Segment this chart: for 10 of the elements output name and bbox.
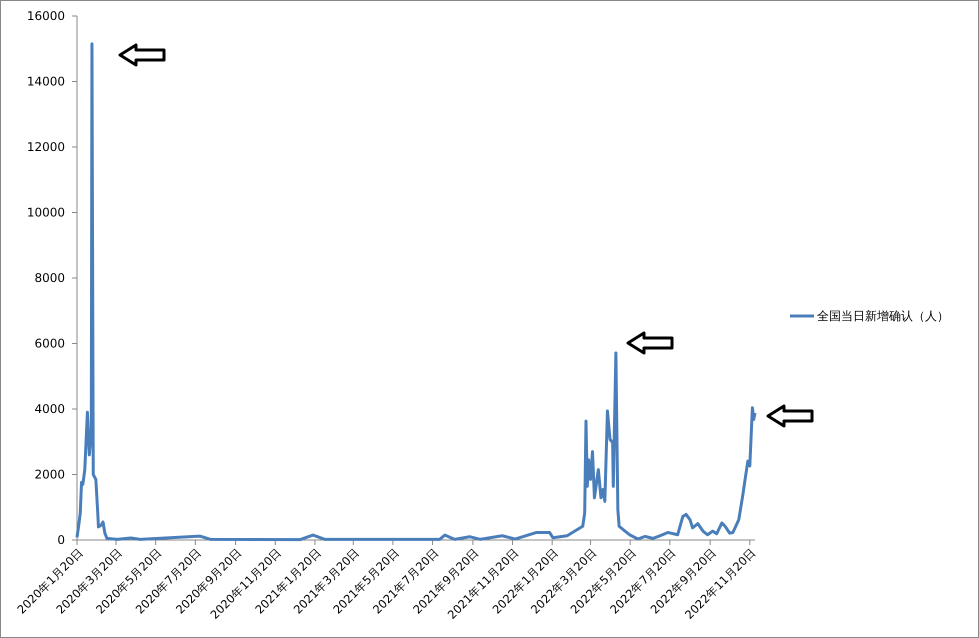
y-tick-label: 2000 [34,468,65,482]
y-tick-label: 12000 [26,140,65,154]
y-tick-label: 16000 [26,9,65,24]
y-tick-label: 4000 [34,402,65,416]
y-tick-label: 10000 [26,206,65,220]
y-tick-label: 8000 [34,271,65,286]
y-tick-label: 0 [57,533,65,548]
y-tick-label: 14000 [26,74,65,89]
legend-label: 全国当日新增确认（人） [817,309,949,324]
y-tick-label: 6000 [34,336,65,351]
